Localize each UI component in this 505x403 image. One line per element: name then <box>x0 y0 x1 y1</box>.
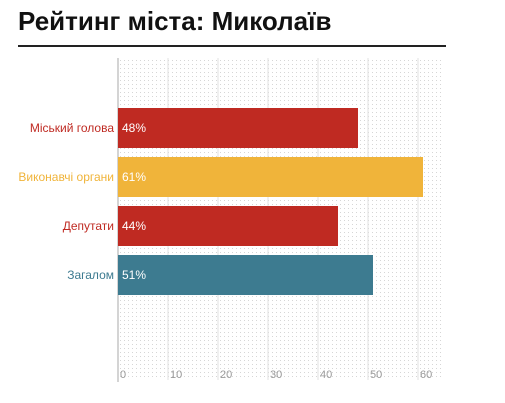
bar <box>118 206 338 246</box>
bar <box>118 108 358 148</box>
x-tick-label: 60 <box>420 369 432 381</box>
x-tick-label: 40 <box>320 369 332 381</box>
category-label: Депутати <box>63 219 114 233</box>
chart-title: Рейтинг міста: Миколаїв <box>18 6 332 36</box>
x-tick-label: 0 <box>120 369 126 381</box>
bar <box>118 157 423 197</box>
x-tick-label: 30 <box>270 369 282 381</box>
category-label: Міський голова <box>30 121 114 135</box>
value-label: 48% <box>122 121 146 135</box>
title-divider <box>18 45 446 47</box>
category-label: Виконавчі органи <box>18 170 114 184</box>
x-tick-label: 50 <box>370 369 382 381</box>
value-label: 61% <box>122 170 146 184</box>
bar <box>118 255 373 295</box>
value-label: 51% <box>122 268 146 282</box>
x-tick-label: 20 <box>220 369 232 381</box>
value-label: 44% <box>122 219 146 233</box>
category-label: Загалом <box>67 268 114 282</box>
x-tick-label: 10 <box>170 369 182 381</box>
